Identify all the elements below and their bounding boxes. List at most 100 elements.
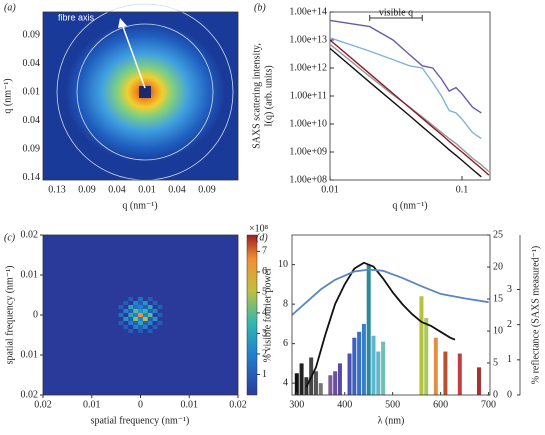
y-axis-label: spatial frequency (nm⁻¹) [4,266,15,365]
bar [476,367,481,395]
heatmap-cell [157,325,163,329]
annotation: visible q [379,7,413,18]
heatmap-cell [147,309,153,313]
x-tick-label: 0.1 [456,184,469,195]
y-tick-label: 0.09 [23,143,41,154]
heatmap-cell [128,301,134,305]
x-axis-label: λ (nm) [378,415,405,426]
x-axis-label: q (nm⁻¹) [122,200,157,211]
heatmap-cell [152,329,158,333]
y-tick-label: 0.14 [23,172,41,183]
frame [291,234,491,396]
y-tick-label: 1.00e+09 [289,146,327,157]
heatmap-cell [138,329,143,333]
heatmap-cell [118,321,124,325]
heatmap-cell [128,297,134,301]
y-tick-label: 0.01 [23,86,41,97]
visible-q-bracket [369,15,423,21]
heatmap-cell [138,325,143,329]
series-line [329,43,490,173]
x-tick-label: 0.01 [138,184,156,195]
x-tick-label: 600 [433,399,448,410]
heatmap-cell [142,325,148,329]
heatmap-cell [142,321,148,325]
bar [294,373,299,395]
heatmap-cell [128,309,134,313]
y-tick-label: 0.01 [21,349,39,360]
heatmap-cell [152,297,158,301]
x-tick-label: 0.04 [108,184,126,195]
heatmap-cell [123,309,129,313]
bar [361,323,366,395]
heatmap-cell [138,317,143,321]
heatmap-cell [152,313,158,317]
heatmap-cell [138,313,143,317]
x-tick-label: 0.01 [83,399,101,410]
heatmap-cell [142,329,148,333]
y-axis-label-2: I(q) (arb. units) [263,65,274,126]
y3-axis-label: % reflectance (SAXS measured⁻¹) [530,246,541,385]
x-tick-label: 700 [481,399,496,410]
heatmap-cell [123,321,129,325]
x-tick-label: 0.13 [48,184,66,195]
x-tick-label: 0.09 [78,184,96,195]
colorbar-label: ×10⁸ [249,223,269,234]
bar [381,341,386,395]
heatmap-cell [133,309,139,313]
heatmap-cell [123,317,129,321]
bar [313,371,318,395]
heatmap-cell [157,317,163,321]
x-tick-label: 0.02 [34,399,52,410]
y3-tick-label: 2 [507,319,512,330]
heatmap-cell [128,321,134,325]
x-tick-label: 400 [337,399,352,410]
heatmap-cell [133,297,139,301]
heatmap-cell [118,297,124,301]
series-line [329,19,482,114]
heatmap-cell [138,301,143,305]
y-tick-label: 0.09 [23,29,41,40]
heatmap-cell [128,313,134,317]
heatmap-cell [118,305,124,309]
y-axis-label: q (nm⁻¹) [2,78,13,113]
y-tick-label: 1.00e+10 [289,118,327,129]
series-line [329,39,490,176]
x-tick-label: 0.01 [321,184,339,195]
heatmap-cell [152,317,158,321]
heatmap-cell [123,313,129,317]
bar [333,371,338,395]
heatmap-cell [123,325,129,329]
heatmap-cell [118,329,124,333]
heatmap-cell [138,321,143,325]
y-axis-label: SAXS scattering intensity, [251,43,262,149]
heatmap-cell [157,313,163,317]
panel-a [42,3,239,181]
y2-tick-label: 25 [493,229,503,240]
heatmap-cell [118,313,124,317]
panel-label: (b) [254,2,266,13]
x-tick-label: 300 [289,399,304,410]
y-tick-label: 0.02 [21,389,39,400]
heatmap-cell [147,301,153,305]
ring [76,23,214,161]
heatmap-cell [157,309,163,313]
heatmap-cell [157,301,163,305]
x-axis-label: spatial frequency (nm⁻¹) [91,415,190,426]
series-line [329,37,482,140]
y3-tick-label: 1 [507,354,512,365]
heatmap-cell [128,325,134,329]
frame [42,11,239,181]
heatmap-cell [147,329,153,333]
y-tick-label: 0 [33,309,38,320]
y2-tick-label: 0 [493,389,498,400]
series-line [329,47,482,178]
colorbar [246,234,258,396]
bar [337,363,342,395]
heatmap-cell [152,321,158,325]
heatmap-cell [123,329,129,333]
y-tick-label: 1.00e+14 [289,6,327,17]
y-tick-label: 10 [278,259,288,270]
heatmap-cell [133,317,139,321]
heatmap-cell [142,297,148,301]
x-axis-label: q (nm⁻¹) [392,200,427,211]
